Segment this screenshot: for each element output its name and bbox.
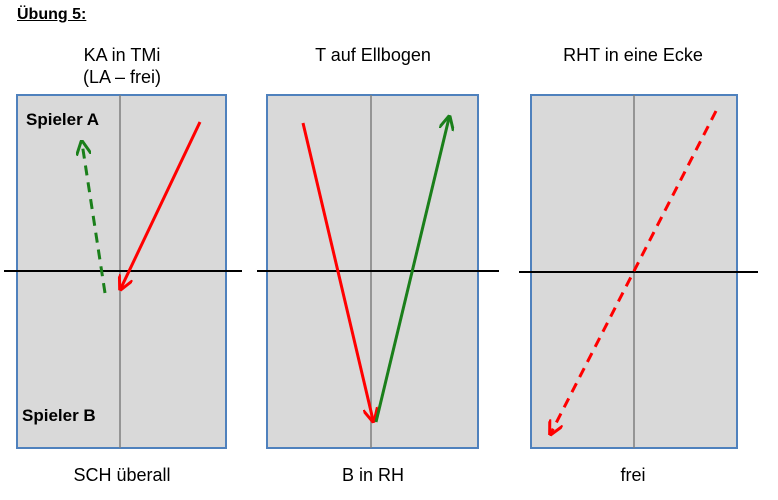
court-3 [519,94,758,449]
player-a-label: Spieler A [26,110,100,129]
panel-1-title: KA in TMi (LA – frei) [20,44,224,88]
court-2-red-arrow [301,122,373,420]
court-1 [4,94,242,449]
panel-2-title-line1: T auf Ellbogen [315,45,431,65]
panel-3-caption: frei [620,465,646,485]
panel-1-title-line1: KA in TMi [83,45,161,65]
exercise-heading: Übung 5: [17,6,87,23]
panel-1-caption: SCH überall [73,465,171,485]
court-2-green-arrow [374,118,449,423]
court-3-red-dashed-arrow [551,110,718,433]
panel-1-title-line2: (LA – frei) [82,67,162,87]
panel-2-title: T auf Ellbogen [268,44,478,66]
player-b-label: Spieler B [22,406,96,425]
panel-3-title-line1: RHT in eine Ecke [563,45,703,65]
court-1-green-dashed-arrow [82,143,107,294]
panel-2-caption: B in RH [341,465,404,485]
panel-3-title: RHT in eine Ecke [531,44,735,66]
court-1-red-arrow [121,121,202,288]
court-2 [257,94,499,449]
